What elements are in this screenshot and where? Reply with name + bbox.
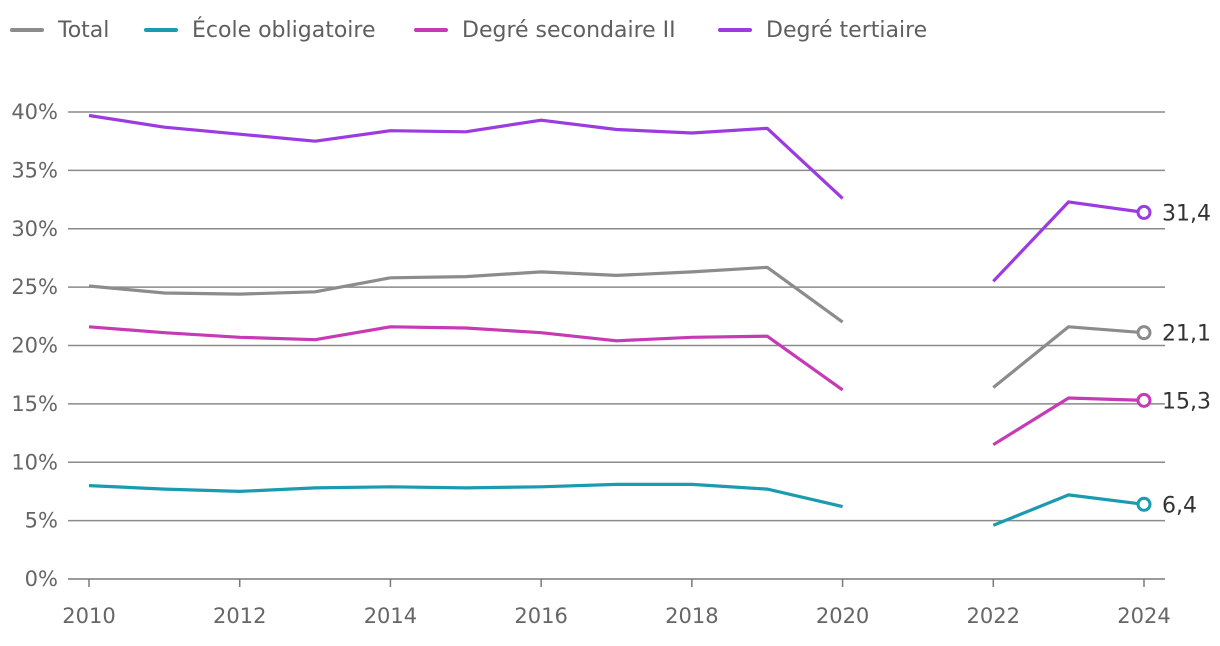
series-lines (88, 113, 1145, 527)
legend-item: Degré tertiaire (718, 18, 927, 43)
x-tick-label: 2020 (816, 604, 869, 628)
y-tick-label: 25% (11, 275, 58, 299)
end-point-marker (1136, 496, 1152, 512)
legend-label: Degré tertiaire (766, 18, 927, 43)
series-line (992, 200, 1145, 283)
y-tick-label: 15% (11, 392, 58, 416)
y-tick-label: 10% (11, 450, 58, 474)
series-line (992, 325, 1145, 389)
series-line (88, 482, 843, 509)
y-axis: 0% 5% 10% 15% 20% 25% 30% 35% 40% (11, 100, 58, 591)
x-tick-label: 2016 (514, 604, 567, 628)
x-tick-label: 2012 (213, 604, 266, 628)
y-tick-label: 0% (25, 567, 58, 591)
end-value-label: 21,1 (1162, 322, 1211, 347)
y-tick-label: 30% (11, 217, 58, 241)
legend-item: Degré secondaire II (414, 18, 676, 43)
y-tick-label: 20% (11, 334, 58, 358)
x-tick-label: 2018 (665, 604, 718, 628)
legend-label: Total (57, 18, 109, 43)
legend: Total École obligatoire Degré secondaire I… (10, 17, 927, 43)
end-point-marker (1136, 204, 1152, 220)
legend-item: École obligatoire (144, 17, 376, 43)
y-tick-label: 5% (25, 509, 58, 533)
end-value-label: 15,3 (1162, 389, 1211, 414)
legend-label: École obligatoire (192, 17, 376, 43)
x-tick-label: 2010 (62, 604, 115, 628)
series-line (88, 325, 844, 392)
series-line (88, 113, 844, 200)
series-line (992, 396, 1145, 447)
x-axis: 2010 2012 2014 2016 2018 2020 2022 2024 (62, 579, 1171, 628)
y-tick-label: 40% (11, 100, 58, 124)
y-tick-label: 35% (11, 158, 58, 182)
x-tick-label: 2024 (1117, 604, 1170, 628)
series-line (992, 493, 1145, 527)
end-markers: 21,1 6,4 15,3 31,4 (1136, 201, 1211, 518)
legend-label: Degré secondaire II (462, 18, 676, 43)
end-point-marker (1136, 325, 1152, 341)
end-value-label: 31,4 (1162, 201, 1211, 226)
end-value-label: 6,4 (1162, 493, 1197, 518)
legend-item: Total (10, 18, 109, 43)
x-tick-label: 2022 (967, 604, 1020, 628)
end-point-marker (1136, 392, 1152, 408)
x-tick-label: 2014 (364, 604, 417, 628)
series-line (88, 265, 844, 324)
grid-lines (68, 111, 1165, 580)
